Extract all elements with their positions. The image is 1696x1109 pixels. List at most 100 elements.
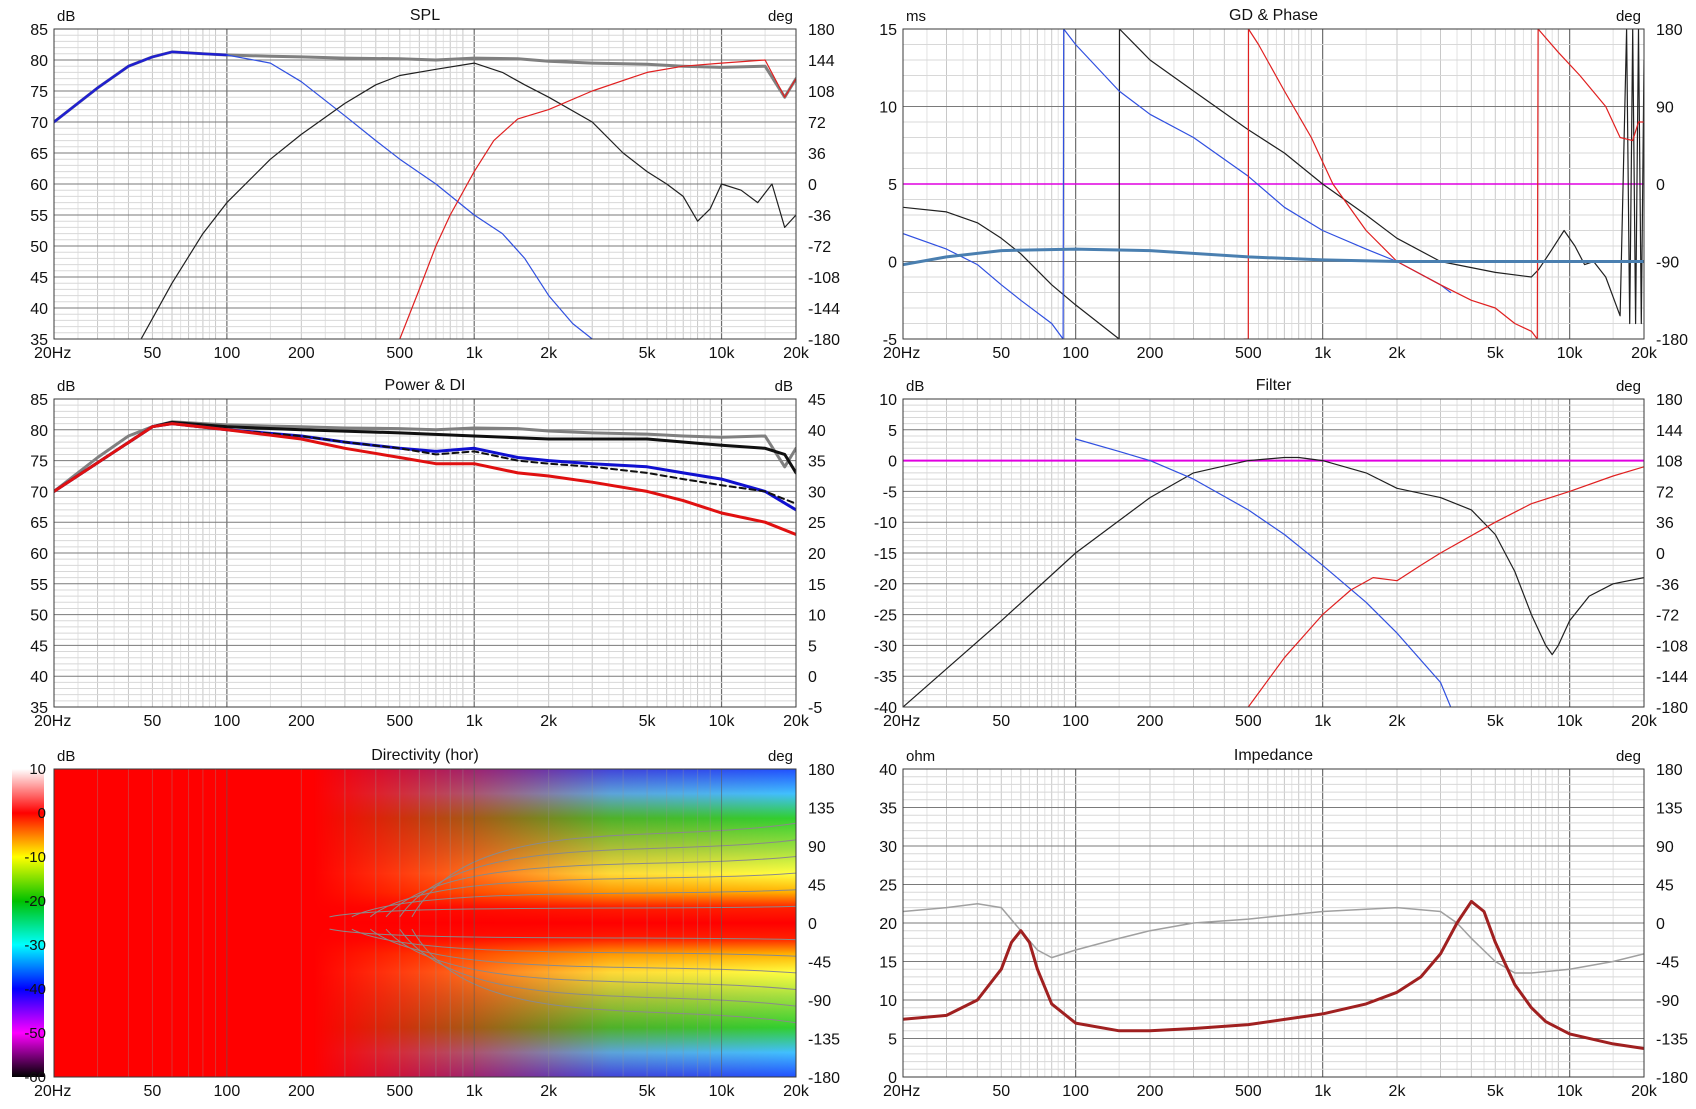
directivity-contour xyxy=(369,928,797,974)
colorbar-tick-label: -40 xyxy=(24,981,46,998)
gd-phase-y-tick-label: 0 xyxy=(888,255,897,272)
directivity-y2-tick-label: 180 xyxy=(808,762,835,779)
power-di-y2-tick-label: 0 xyxy=(808,669,817,686)
filter-y-tick-label: -40 xyxy=(874,700,897,717)
colorbar-tick-label: -20 xyxy=(24,893,46,910)
power-di-y-tick-label: 45 xyxy=(30,638,48,655)
spl-x-tick-label: 50 xyxy=(144,345,162,362)
gd-phase-x-tick-label: 200 xyxy=(1137,345,1164,362)
impedance-y2-tick-label: -135 xyxy=(1656,1032,1688,1049)
filter-x-tick-label: 2k xyxy=(1389,713,1407,730)
spl-y2-tick-label: -144 xyxy=(808,301,840,318)
power-di-frame xyxy=(53,398,797,708)
power-di-series-4 xyxy=(54,422,796,536)
impedance-y-tick-label: 20 xyxy=(879,916,897,933)
impedance-y2-tick-label: -180 xyxy=(1656,1070,1688,1087)
power-di-x-tick-label: 10k xyxy=(709,713,736,730)
power-di-x-tick-label: 5k xyxy=(639,713,657,730)
impedance-y2-tick-label: 180 xyxy=(1656,762,1683,779)
filter-series-group xyxy=(903,438,1644,707)
filter-y2-tick-label: -144 xyxy=(1656,669,1688,686)
power-di-left-unit: dB xyxy=(57,378,75,395)
directivity-y2-tick-label: 45 xyxy=(808,878,826,895)
gd-phase-x-tick-label: 50 xyxy=(992,345,1010,362)
power-di-y2-tick-label: 20 xyxy=(808,546,826,563)
filter-y2-tick-label: -72 xyxy=(1656,608,1679,625)
directivity-x-tick-label: 5k xyxy=(639,1083,657,1100)
spl-y2-tick-label: -72 xyxy=(808,239,831,256)
colorbar-tick-label: -60 xyxy=(24,1069,46,1086)
power-di-y-tick-label: 55 xyxy=(30,577,48,594)
gd-phase-y-tick-label: 10 xyxy=(879,100,897,117)
spl-y-tick-label: 40 xyxy=(30,301,48,318)
spl-y2-tick-label: 180 xyxy=(808,22,835,39)
spl-right-unit: deg xyxy=(768,8,793,25)
filter-x-tick-label: 20k xyxy=(1631,713,1658,730)
spl-y2-tick-label: -36 xyxy=(808,208,831,225)
directivity-right-unit: deg xyxy=(768,748,793,765)
gd-phase-x-tick-label: 1k xyxy=(1314,345,1332,362)
spl-series-1 xyxy=(54,50,229,124)
colorbar-tick-label: -10 xyxy=(24,849,46,866)
power-di-x-tick-label: 1k xyxy=(466,713,484,730)
filter-y2-tick-label: -36 xyxy=(1656,577,1679,594)
gd-phase-series-group xyxy=(903,29,1644,339)
gd-phase-y2-tick-label: -90 xyxy=(1656,255,1679,272)
impedance-y2-tick-label: -45 xyxy=(1656,955,1679,972)
directivity-x-tick-label: 1k xyxy=(466,1083,484,1100)
directivity-y2-tick-label: -90 xyxy=(808,993,831,1010)
directivity-contour xyxy=(351,928,797,957)
impedance-right-unit: deg xyxy=(1616,748,1641,765)
filter-y-tick-label: 0 xyxy=(888,454,897,471)
spl-x-tick-label: 20Hz xyxy=(34,345,71,362)
filter-series-1 xyxy=(903,456,1644,707)
power-di-series-group xyxy=(54,420,796,536)
spl-x-tick-label: 1k xyxy=(466,345,484,362)
directivity-x-tick-label: 20k xyxy=(783,1083,810,1100)
gd-phase-series-3 xyxy=(903,233,1064,339)
gd-phase-y2-tick-label: 180 xyxy=(1656,22,1683,39)
directivity-x-tick-label: 2k xyxy=(540,1083,558,1100)
filter-x-tick-label: 50 xyxy=(992,713,1010,730)
impedance-x-tick-label: 50 xyxy=(992,1083,1010,1100)
directivity-contour xyxy=(369,872,797,918)
power-di-y2-tick-label: -5 xyxy=(808,700,822,717)
spl-chart xyxy=(53,28,797,340)
directivity-y2-tick-label: -45 xyxy=(808,955,831,972)
impedance-series-1 xyxy=(903,899,1644,1050)
directivity-left-unit: dB xyxy=(57,748,75,765)
impedance-x-tick-label: 20Hz xyxy=(883,1083,920,1100)
filter-y2-tick-label: 180 xyxy=(1656,392,1683,409)
impedance-y-tick-label: 10 xyxy=(879,993,897,1010)
gd-phase-x-tick-label: 5k xyxy=(1487,345,1505,362)
spl-y2-tick-label: 0 xyxy=(808,177,817,194)
power-di-y-tick-label: 40 xyxy=(30,669,48,686)
spl-y2-tick-label: 72 xyxy=(808,115,826,132)
spl-y2-tick-label: 108 xyxy=(808,84,835,101)
gd-phase-y-tick-label: 5 xyxy=(888,177,897,194)
impedance-y2-tick-label: 90 xyxy=(1656,839,1674,856)
gd-phase-series-7 xyxy=(903,247,1644,267)
gd-phase-y2-tick-label: 0 xyxy=(1656,177,1665,194)
spl-y-tick-label: 45 xyxy=(30,270,48,287)
filter-y2-tick-label: 72 xyxy=(1656,484,1674,501)
power-di-right-unit: dB xyxy=(775,378,793,395)
power-di-x-tick-label: 500 xyxy=(386,713,413,730)
gd-phase-x-tick-label: 20k xyxy=(1631,345,1658,362)
power-di-x-tick-label: 100 xyxy=(214,713,241,730)
impedance-x-tick-label: 10k xyxy=(1557,1083,1584,1100)
filter-series-3 xyxy=(1247,466,1644,707)
filter-y-tick-label: -35 xyxy=(874,669,897,686)
power-di-y2-tick-label: 15 xyxy=(808,577,826,594)
impedance-y-tick-label: 40 xyxy=(879,762,897,779)
power-di-y2-tick-label: 25 xyxy=(808,515,826,532)
spl-title: SPL xyxy=(410,7,440,24)
spl-series-3 xyxy=(140,62,796,339)
colorbar-tick-label: -30 xyxy=(24,937,46,954)
directivity-frame xyxy=(53,768,797,1078)
gd-phase-x-tick-label: 2k xyxy=(1389,345,1407,362)
impedance-x-tick-label: 500 xyxy=(1235,1083,1262,1100)
power-di-title: Power & DI xyxy=(385,377,466,394)
directivity-title: Directivity (hor) xyxy=(371,747,479,764)
power-di-x-tick-label: 20k xyxy=(783,713,810,730)
